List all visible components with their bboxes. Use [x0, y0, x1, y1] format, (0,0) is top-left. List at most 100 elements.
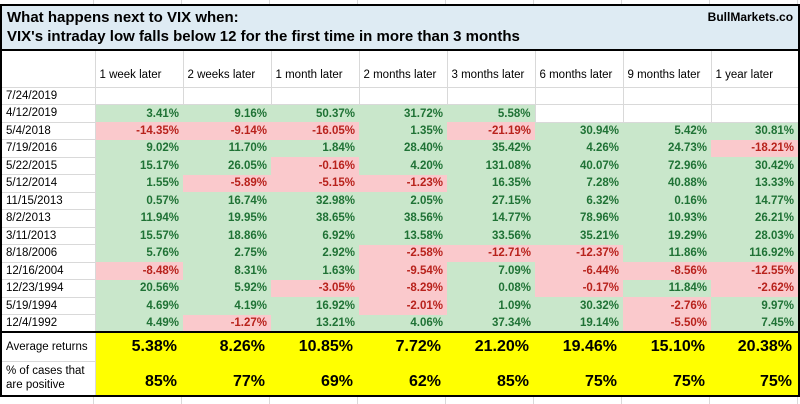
value-cell[interactable]: 6.32% [535, 192, 623, 210]
value-cell[interactable]: -18.21% [711, 139, 800, 157]
column-header[interactable]: 1 week later [94, 49, 184, 88]
value-cell[interactable]: 5.58% [447, 104, 535, 122]
value-cell[interactable]: -2.01% [359, 297, 447, 315]
value-cell[interactable]: 11.94% [95, 209, 183, 227]
column-header[interactable]: 1 month later [270, 49, 360, 88]
average-value-cell[interactable]: 21.20% [447, 331, 535, 361]
date-cell[interactable]: 8/18/2006 [0, 244, 96, 263]
value-cell[interactable]: 0.16% [623, 192, 711, 210]
percent-value-cell[interactable]: 75% [535, 361, 623, 396]
value-cell[interactable] [182, 86, 272, 105]
value-cell[interactable]: 50.37% [271, 104, 359, 122]
column-header[interactable]: 2 months later [358, 49, 448, 88]
value-cell[interactable]: 11.86% [623, 244, 711, 262]
value-cell[interactable]: -2.76% [623, 297, 711, 315]
value-cell[interactable]: 38.56% [359, 209, 447, 227]
value-cell[interactable]: -14.35% [95, 122, 183, 140]
average-value-cell[interactable]: 7.72% [359, 331, 447, 361]
value-cell[interactable]: 0.57% [95, 192, 183, 210]
value-cell[interactable] [710, 104, 800, 123]
value-cell[interactable]: 13.58% [359, 227, 447, 245]
value-cell[interactable]: -8.29% [359, 279, 447, 297]
value-cell[interactable]: 19.29% [623, 227, 711, 245]
value-cell[interactable]: 1.35% [359, 122, 447, 140]
value-cell[interactable]: 26.05% [183, 157, 271, 175]
value-cell[interactable]: -9.54% [359, 262, 447, 280]
value-cell[interactable]: -2.62% [711, 279, 800, 297]
value-cell[interactable]: 30.94% [535, 122, 623, 140]
date-cell[interactable]: 12/16/2004 [0, 261, 96, 280]
value-cell[interactable]: 24.73% [623, 139, 711, 157]
value-cell[interactable]: -6.44% [535, 262, 623, 280]
value-cell[interactable]: 4.06% [359, 314, 447, 332]
column-header[interactable]: 1 year later [710, 49, 800, 88]
average-value-cell[interactable]: 20.38% [711, 331, 800, 361]
percent-value-cell[interactable]: 77% [183, 361, 271, 396]
percent-value-cell[interactable]: 85% [447, 361, 535, 396]
value-cell[interactable] [358, 86, 448, 105]
value-cell[interactable]: -12.55% [711, 262, 800, 280]
title-cell[interactable]: What happens next to VIX when: BullMarke… [0, 4, 800, 51]
value-cell[interactable]: 0.08% [447, 279, 535, 297]
value-cell[interactable]: 14.77% [711, 192, 800, 210]
date-cell[interactable]: 5/22/2015 [0, 156, 96, 175]
value-cell[interactable]: 78.96% [535, 209, 623, 227]
percent-value-cell[interactable]: 75% [623, 361, 711, 396]
value-cell[interactable]: -0.16% [271, 157, 359, 175]
value-cell[interactable]: 14.77% [447, 209, 535, 227]
average-value-cell[interactable]: 19.46% [535, 331, 623, 361]
value-cell[interactable]: 19.95% [183, 209, 271, 227]
value-cell[interactable]: 32.98% [271, 192, 359, 210]
value-cell[interactable]: 2.92% [271, 244, 359, 262]
value-cell[interactable]: -1.23% [359, 174, 447, 192]
column-header[interactable]: 9 months later [622, 49, 712, 88]
value-cell[interactable]: -8.56% [623, 262, 711, 280]
value-cell[interactable]: 37.34% [447, 314, 535, 332]
value-cell[interactable]: 4.69% [95, 297, 183, 315]
percent-value-cell[interactable]: 75% [711, 361, 800, 396]
value-cell[interactable]: 26.21% [711, 209, 800, 227]
value-cell[interactable]: 5.92% [183, 279, 271, 297]
value-cell[interactable]: -21.19% [447, 122, 535, 140]
value-cell[interactable]: 72.96% [623, 157, 711, 175]
value-cell[interactable]: 15.57% [95, 227, 183, 245]
value-cell[interactable]: -2.58% [359, 244, 447, 262]
date-cell[interactable]: 8/2/2013 [0, 209, 96, 228]
date-cell[interactable]: 3/11/2013 [0, 226, 96, 245]
value-cell[interactable]: 116.92% [711, 244, 800, 262]
value-cell[interactable]: 9.97% [711, 297, 800, 315]
date-cell[interactable]: 12/23/1994 [0, 279, 96, 298]
date-cell[interactable]: 5/12/2014 [0, 174, 96, 193]
value-cell[interactable]: 7.28% [535, 174, 623, 192]
value-cell[interactable]: -0.17% [535, 279, 623, 297]
percent-value-cell[interactable]: 69% [271, 361, 359, 396]
value-cell[interactable]: 15.17% [95, 157, 183, 175]
value-cell[interactable]: 5.42% [623, 122, 711, 140]
corner-cell[interactable] [0, 49, 96, 88]
value-cell[interactable]: 8.31% [183, 262, 271, 280]
value-cell[interactable] [622, 104, 712, 123]
value-cell[interactable]: 4.19% [183, 297, 271, 315]
value-cell[interactable]: 27.15% [447, 192, 535, 210]
value-cell[interactable]: -9.14% [183, 122, 271, 140]
value-cell[interactable]: 20.56% [95, 279, 183, 297]
percent-value-cell[interactable]: 62% [359, 361, 447, 396]
value-cell[interactable]: 4.20% [359, 157, 447, 175]
value-cell[interactable]: 10.93% [623, 209, 711, 227]
value-cell[interactable] [270, 86, 360, 105]
date-cell[interactable]: 5/19/1994 [0, 296, 96, 315]
value-cell[interactable]: -16.05% [271, 122, 359, 140]
value-cell[interactable]: 35.21% [535, 227, 623, 245]
value-cell[interactable]: 13.33% [711, 174, 800, 192]
average-returns-label[interactable]: Average returns [1, 331, 96, 361]
average-value-cell[interactable]: 15.10% [623, 331, 711, 361]
value-cell[interactable]: -12.37% [535, 244, 623, 262]
value-cell[interactable]: 9.16% [183, 104, 271, 122]
value-cell[interactable]: -1.27% [183, 314, 271, 332]
date-cell[interactable]: 5/4/2018 [0, 121, 96, 140]
value-cell[interactable]: 28.03% [711, 227, 800, 245]
value-cell[interactable]: -5.50% [623, 314, 711, 332]
column-header[interactable]: 2 weeks later [182, 49, 272, 88]
value-cell[interactable]: -8.48% [95, 262, 183, 280]
value-cell[interactable]: -3.05% [271, 279, 359, 297]
